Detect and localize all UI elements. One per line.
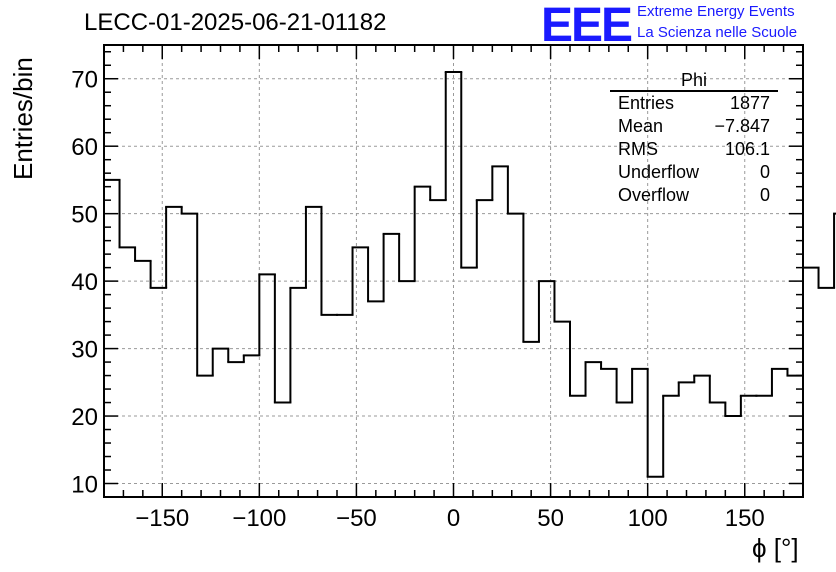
stats-row-underflow: Underflow 0 xyxy=(610,161,778,184)
stats-label: RMS xyxy=(618,139,658,159)
x-tick-label: −100 xyxy=(232,505,286,532)
stats-value: −7.847 xyxy=(714,116,770,136)
stats-value: 1877 xyxy=(729,93,770,113)
y-tick-label: 60 xyxy=(71,134,98,161)
chart-title: LECC-01-2025-06-21-01182 xyxy=(84,9,387,36)
logo-line-1: Extreme Energy Events xyxy=(637,3,795,20)
x-tick-label: 100 xyxy=(628,505,668,532)
stats-row-mean: Mean −7.847 xyxy=(610,115,778,138)
y-tick-label: 20 xyxy=(71,404,98,431)
x-tick-label: −150 xyxy=(135,505,189,532)
y-tick-label: 10 xyxy=(71,472,98,499)
x-tick-label: 50 xyxy=(537,505,564,532)
y-axis-label: Entries/bin xyxy=(8,57,38,180)
y-tick-label: 30 xyxy=(71,337,98,364)
stats-row-entries: Entries 1877 xyxy=(610,92,778,115)
stats-label: Mean xyxy=(618,116,664,136)
eee-logo: EEE xyxy=(541,0,633,52)
y-tick-label: 50 xyxy=(71,202,98,229)
x-axis-label: ϕ [°] xyxy=(752,533,799,563)
stats-box: Phi Entries 1877 Mean −7.847 RMS 106.1 U… xyxy=(610,70,778,207)
x-tick-label: −50 xyxy=(336,505,377,532)
stats-row-overflow: Overflow 0 xyxy=(610,184,778,207)
stats-value: 0 xyxy=(759,185,770,205)
x-tick-label: 0 xyxy=(447,505,460,532)
stats-label: Underflow xyxy=(618,162,700,182)
x-tick-label: 150 xyxy=(725,505,765,532)
stats-value: 0 xyxy=(759,162,770,182)
y-tick-label: 70 xyxy=(71,67,98,94)
stats-row-rms: RMS 106.1 xyxy=(610,138,778,161)
stats-label: Entries xyxy=(618,93,675,113)
y-tick-label: 40 xyxy=(71,269,98,296)
logo-line-2: La Scienza nelle Scuole xyxy=(637,24,798,41)
stats-title: Phi xyxy=(610,70,778,92)
stats-label: Overflow xyxy=(618,185,690,205)
stats-value: 106.1 xyxy=(724,139,770,159)
